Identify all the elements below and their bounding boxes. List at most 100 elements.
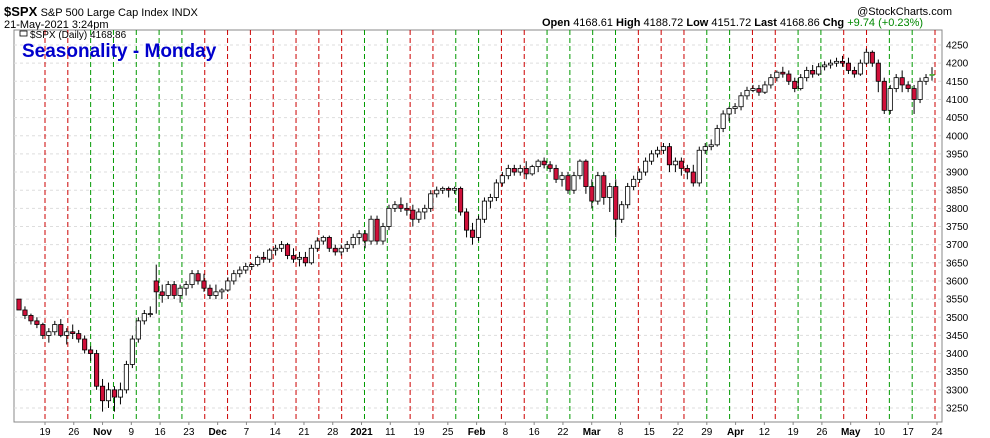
candle-up xyxy=(672,160,678,166)
candle-down xyxy=(601,175,607,198)
y-tick-label: 3950 xyxy=(946,149,969,160)
candle-up xyxy=(452,187,458,191)
candle-up xyxy=(499,175,505,184)
candle-down xyxy=(70,331,76,334)
candle-down xyxy=(404,207,410,211)
candle-down xyxy=(786,73,792,82)
candle-down xyxy=(111,389,118,398)
candle-down xyxy=(905,84,911,89)
candle-down xyxy=(469,229,476,238)
x-tick-label: Nov xyxy=(93,427,112,438)
candle-up xyxy=(105,389,112,402)
candle-up xyxy=(117,389,123,398)
candle-down xyxy=(58,324,64,336)
y-tick-label: 4250 xyxy=(946,41,969,52)
candle-up xyxy=(129,338,135,365)
x-tick-label: 24 xyxy=(931,427,943,438)
x-tick-label: Dec xyxy=(208,427,227,438)
x-tick-label: 16 xyxy=(529,427,541,438)
open-value: 4168.61 xyxy=(573,17,613,29)
candle-up xyxy=(475,218,482,238)
x-tick-label: 23 xyxy=(183,427,195,438)
x-tick-label: 26 xyxy=(68,427,80,438)
x-tick-label: 8 xyxy=(503,427,509,438)
candle-up xyxy=(279,244,285,249)
candle-down xyxy=(34,320,40,325)
candle-up xyxy=(267,249,273,260)
exchange: INDX xyxy=(171,7,198,19)
y-tick-label: 3900 xyxy=(946,168,969,179)
x-tick-label: 9 xyxy=(129,427,135,438)
candle-down xyxy=(153,280,159,293)
candle-down xyxy=(261,256,267,260)
candle-up xyxy=(428,193,434,209)
candle-down xyxy=(171,284,177,296)
y-tick-label: 3350 xyxy=(946,367,969,378)
candle-down xyxy=(195,273,201,282)
candle-down xyxy=(589,186,595,202)
low-value: 4151.72 xyxy=(711,17,752,29)
y-tick-label: 3700 xyxy=(946,240,969,251)
x-tick-label: 21 xyxy=(298,427,310,438)
candle-up xyxy=(416,211,422,220)
candle-up xyxy=(750,88,756,91)
last-value: 4168.86 xyxy=(779,17,820,29)
candle-up xyxy=(857,62,863,75)
candle-up xyxy=(46,331,52,336)
candle-down xyxy=(845,62,852,71)
candle-down xyxy=(40,324,46,336)
candle-down xyxy=(326,236,332,249)
candle-down xyxy=(666,146,672,166)
candle-up xyxy=(487,197,493,202)
y-tick-label: 3850 xyxy=(946,186,969,197)
candle-up xyxy=(654,149,661,155)
candle-down xyxy=(851,70,857,75)
x-tick-label: 22 xyxy=(557,427,569,438)
candle-down xyxy=(94,353,100,387)
candle-up xyxy=(559,175,565,180)
candle-down xyxy=(76,333,82,340)
x-tick-label: 25 xyxy=(442,427,454,438)
candle-down xyxy=(88,349,94,354)
candle-up xyxy=(702,146,708,151)
candle-up xyxy=(696,149,702,184)
candle-up xyxy=(237,269,243,275)
candle-up xyxy=(625,186,631,206)
candle-down xyxy=(678,160,684,169)
candle-up xyxy=(273,247,279,251)
candle-up xyxy=(255,256,261,266)
x-tick-label: 22 xyxy=(672,427,684,438)
x-tick-label: Feb xyxy=(468,427,486,438)
candle-up xyxy=(744,89,750,97)
candle-down xyxy=(332,247,338,253)
candle-up xyxy=(595,175,601,202)
x-tick-label: 7 xyxy=(244,427,250,438)
candle-up xyxy=(643,160,649,173)
legend-label: $SPX (Daily) 4168.86 xyxy=(30,30,127,41)
candle-up xyxy=(422,207,428,213)
x-tick-label: 19 xyxy=(414,427,426,438)
candle-down xyxy=(374,218,380,242)
y-tick-label: 3600 xyxy=(946,276,969,287)
candle-down xyxy=(410,209,416,220)
candle-up xyxy=(660,146,667,151)
candle-down xyxy=(565,175,571,191)
x-tick-label: May xyxy=(841,427,861,438)
candle-up xyxy=(380,226,386,242)
candle-up xyxy=(804,70,810,79)
candle-up xyxy=(481,200,487,220)
candle-up xyxy=(893,77,899,89)
quote-bar: Open 4168.61 High 4188.72 Low 4151.72 La… xyxy=(542,17,923,29)
candle-up xyxy=(708,144,714,148)
candle-down xyxy=(547,164,553,169)
y-tick-label: 3250 xyxy=(946,404,969,415)
candle-down xyxy=(159,291,165,296)
brand-watermark: @StockCharts.com xyxy=(857,6,952,18)
legend-swatch xyxy=(19,30,28,37)
candle-up xyxy=(243,266,249,271)
candle-up xyxy=(738,95,744,108)
candle-up xyxy=(798,77,804,89)
candle-up xyxy=(720,113,726,129)
candle-up xyxy=(231,273,237,282)
